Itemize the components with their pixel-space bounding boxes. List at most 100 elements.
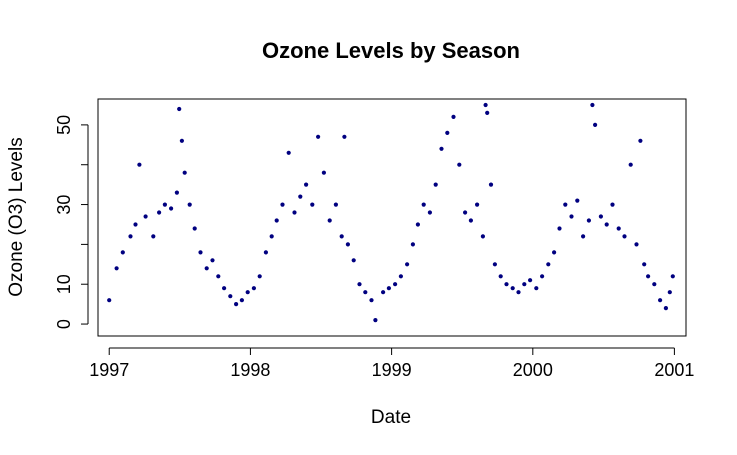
data-point [263,250,268,255]
data-point [569,214,574,219]
data-point [128,234,133,239]
data-point [427,210,432,215]
data-point [342,134,347,139]
data-point [339,234,344,239]
data-point [234,302,239,307]
data-point [658,298,663,303]
data-point [598,214,604,219]
plot-frame [97,98,687,337]
data-point [604,222,609,227]
data-point [114,266,119,271]
data-point [642,262,647,267]
data-point [480,234,485,239]
data-point [534,286,539,291]
data-point [369,298,374,303]
data-point [373,318,378,323]
x-tick-label: 1997 [89,360,129,380]
data-point [298,194,303,199]
data-point [415,222,420,227]
data-point [333,202,338,207]
data-point [468,218,473,223]
data-point [257,274,262,279]
data-point [488,182,494,187]
data-point [504,282,509,287]
data-point [357,282,362,287]
data-point [239,298,244,303]
data-point [485,110,490,115]
data-point [179,138,184,143]
data-point [157,210,162,215]
data-point [475,202,480,207]
data-point [575,198,580,203]
data-point [269,234,274,239]
data-point [634,242,639,247]
data-point [498,274,503,279]
data-point [316,134,321,139]
data-point [522,282,527,287]
data-point [177,106,182,112]
data-point [546,262,551,267]
data-point [590,102,595,108]
data-point [445,130,450,135]
data-point [292,210,297,215]
data-point [663,306,669,311]
data-point [182,170,187,175]
data-point [433,182,438,187]
data-point [151,234,156,239]
y-axis-label: Ozone (O3) Levels [6,137,27,296]
y-tick-label: 30 [54,195,74,215]
data-point [652,282,657,287]
y-tick-label: 10 [54,274,74,294]
data-point [162,202,167,207]
data-point [222,286,227,291]
data-point [405,262,410,267]
data-point [616,226,621,231]
y-tick-label: 0 [54,319,74,329]
data-point [646,274,651,279]
data-point [457,162,462,167]
data-point [528,278,533,283]
data-point [586,218,592,223]
data-point [286,150,291,155]
data-point [274,218,279,223]
data-point [310,202,315,207]
data-point [210,258,215,263]
data-point [327,218,332,223]
data-point [169,206,174,211]
data-point [228,294,233,299]
data-point [174,190,179,195]
data-point [137,162,142,167]
data-point [216,274,221,279]
data-point [133,222,138,227]
data-point [593,122,598,127]
data-point [381,290,386,295]
data-point [439,146,444,151]
data-point [410,242,415,247]
data-point [516,290,521,295]
data-point [198,250,203,255]
data-point [345,242,350,247]
y-axis-ticks: 0 10 30 50 [54,115,88,329]
data-point [245,290,250,295]
x-tick-label: 1999 [372,360,412,380]
data-point [107,298,112,303]
x-axis-ticks: 1997 1998 1999 2000 2001 [89,348,694,380]
data-point [492,262,497,267]
x-tick-label: 1998 [230,360,270,380]
data-point [393,282,398,287]
data-points [107,102,675,323]
data-point [638,138,643,143]
data-point [451,114,456,119]
data-point [304,182,309,187]
data-point [351,258,356,263]
data-point [251,286,256,291]
data-point [398,274,403,279]
data-point [280,202,285,207]
data-point [667,290,672,295]
x-axis-label: Date [371,407,411,428]
data-point [187,202,192,207]
data-point [483,102,488,108]
chart-title: Ozone Levels by Season [262,38,520,63]
data-point [421,202,426,207]
